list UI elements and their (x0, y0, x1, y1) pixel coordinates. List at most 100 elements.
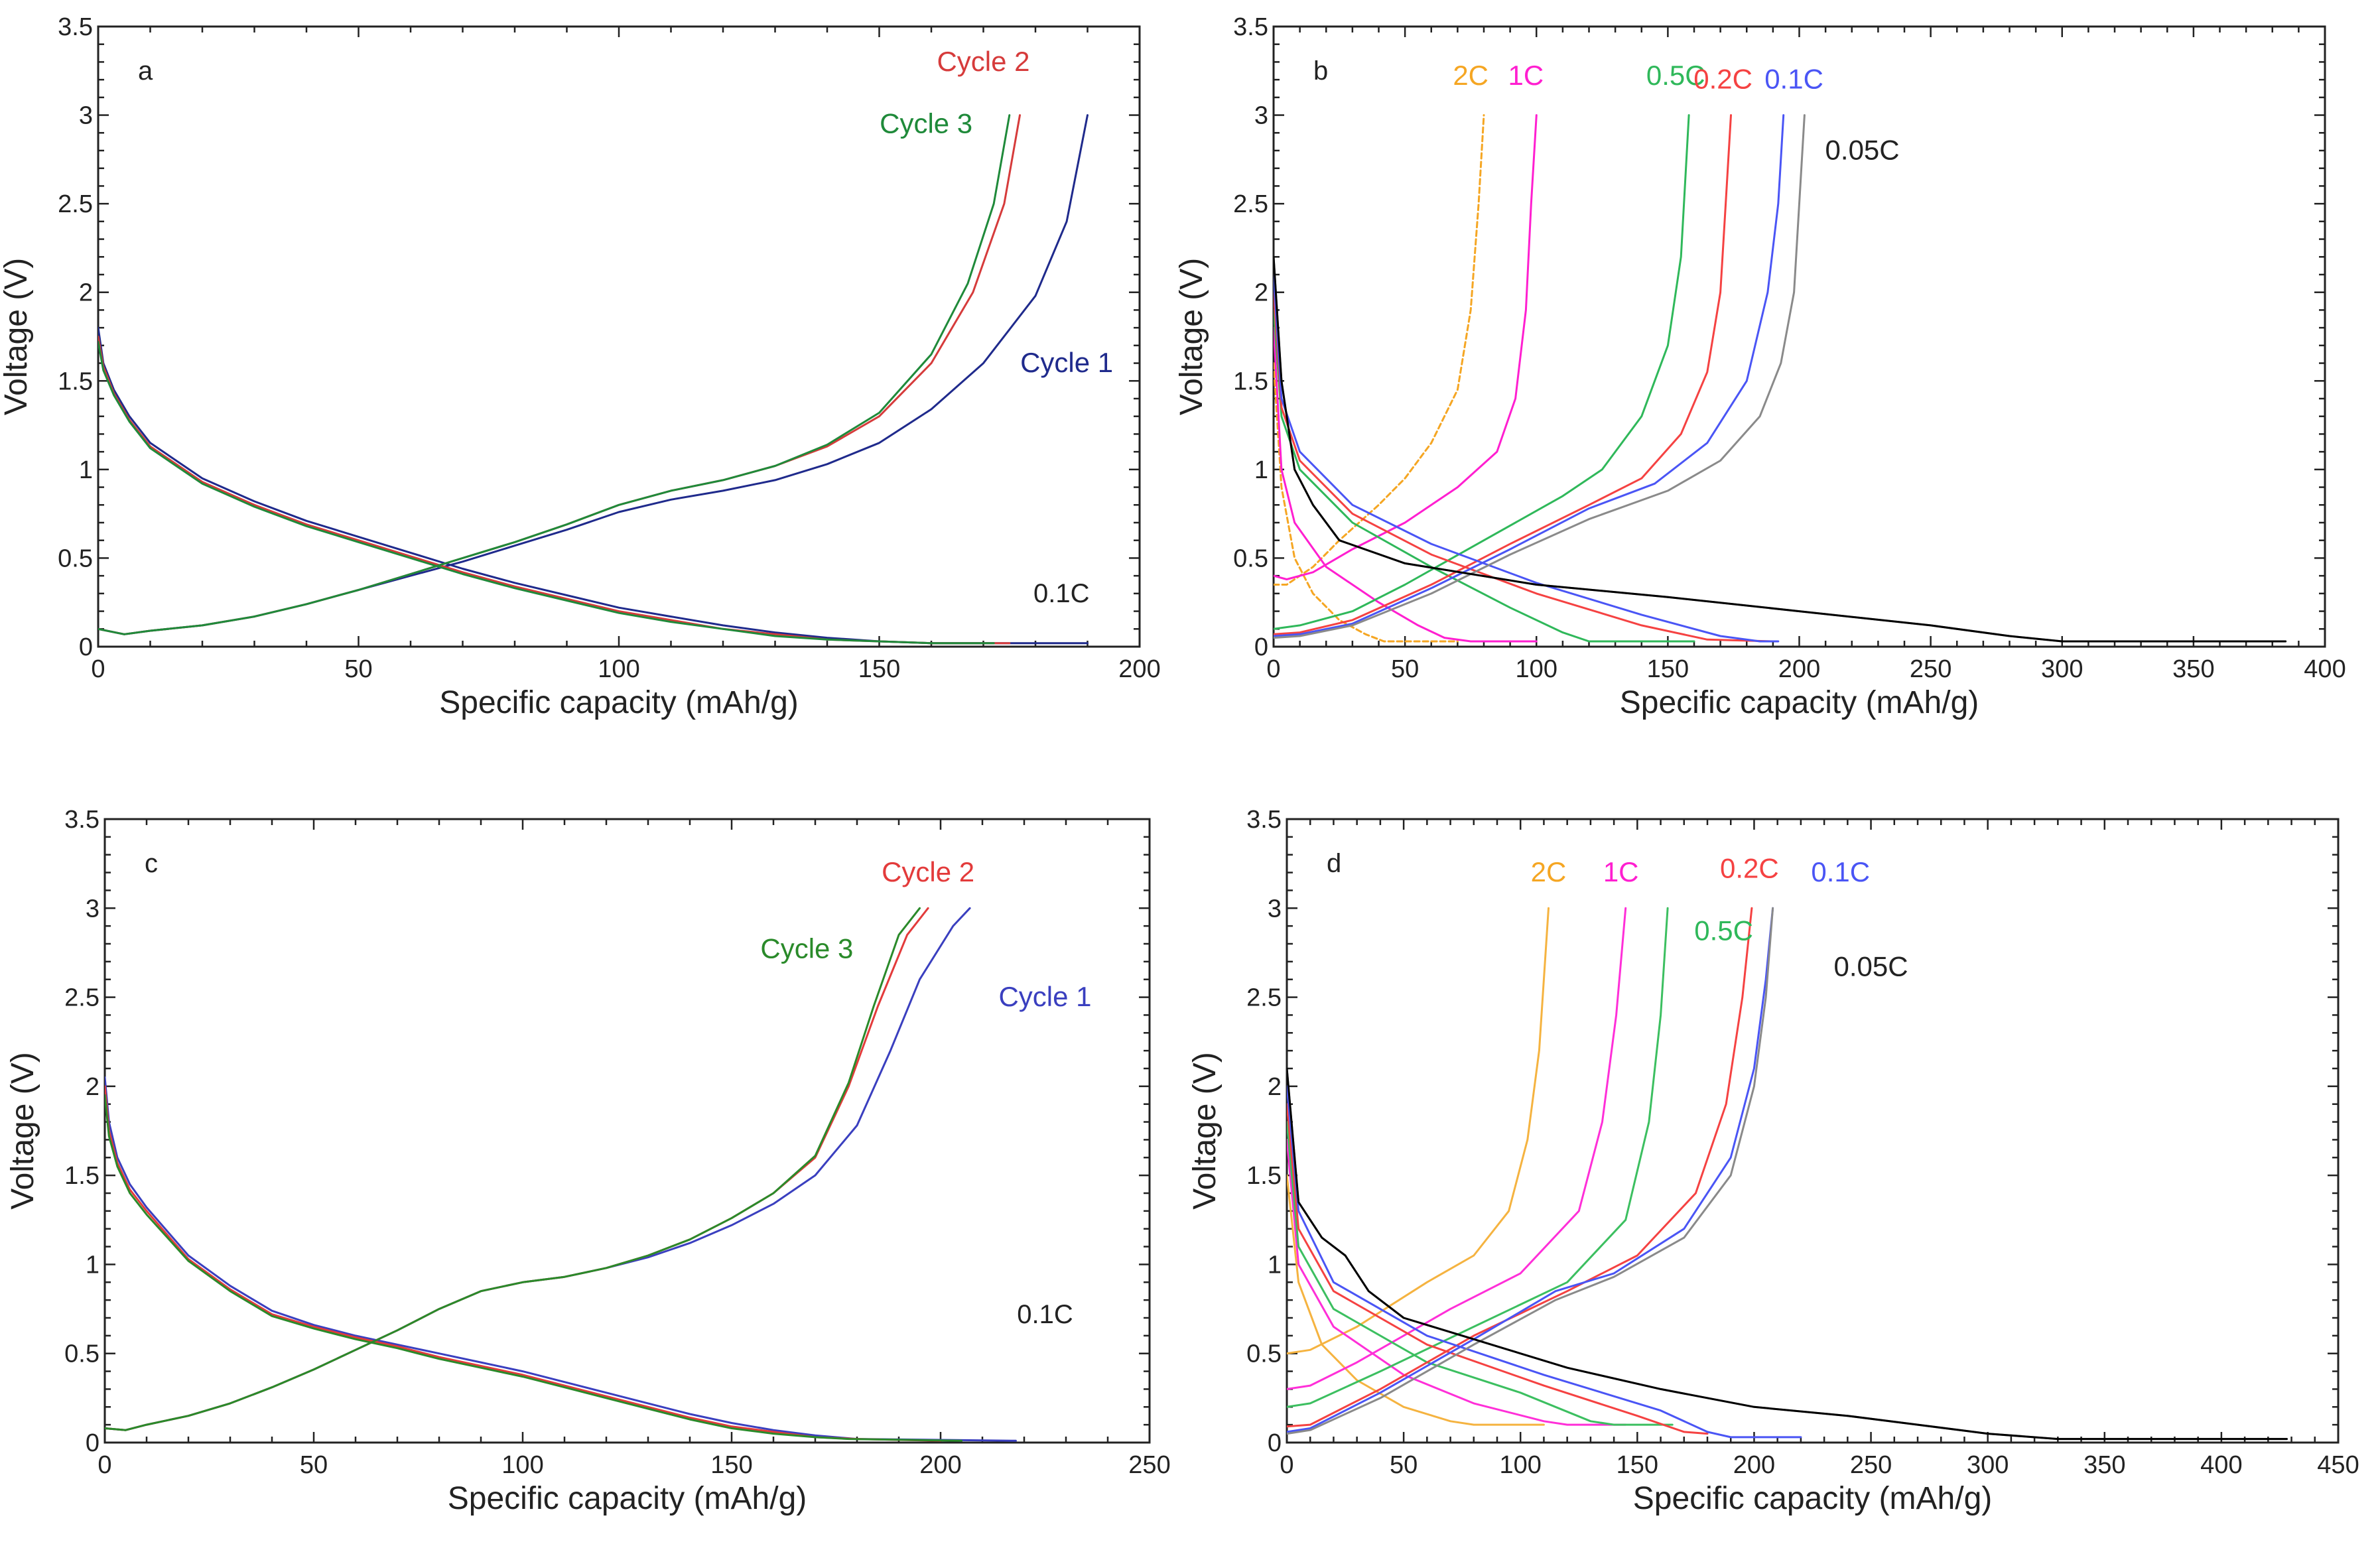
series-label: 1C (1508, 60, 1544, 91)
series-line-0-1c-discharge (1274, 273, 1780, 643)
y-tick-label: 0 (86, 1429, 99, 1457)
series-line-cycle-3-discharge (98, 341, 995, 645)
series-label: Cycle 2 (937, 46, 1029, 77)
x-tick-label: 250 (1850, 1451, 1892, 1479)
y-axis-label: Voltage (V) (0, 258, 34, 415)
x-tick-label: 50 (300, 1451, 328, 1479)
series-line-1c-discharge (1287, 1138, 1627, 1426)
series-label: 0.05C (1834, 950, 1908, 982)
series-line-0-05c-dis-discharge (1287, 1067, 2288, 1441)
y-tick-label: 3.5 (64, 806, 99, 834)
series-line-cycle-1-discharge (105, 1076, 1017, 1442)
series-label: Cycle 1 (998, 981, 1091, 1012)
y-tick-label: 1 (86, 1251, 99, 1279)
y-tick-label: 0.5 (1233, 545, 1268, 572)
series-label: 0.5C (1694, 915, 1753, 946)
plot-frame (1286, 818, 2340, 1444)
x-tick-label: 250 (1128, 1451, 1170, 1479)
y-tick-label: 3 (86, 895, 99, 923)
x-tick-label: 100 (501, 1451, 543, 1479)
y-tick-label: 3.5 (1233, 13, 1268, 41)
x-tick-label: 300 (2041, 655, 2083, 683)
x-tick-label: 50 (344, 655, 372, 683)
y-tick-label: 2 (86, 1073, 99, 1101)
series-label: 0.5C (1646, 60, 1705, 91)
panel-label: b (1313, 56, 1328, 86)
x-tick-label: 250 (1910, 655, 1951, 683)
series-line-1c-charge (1287, 907, 1627, 1390)
x-tick-label: 450 (2317, 1451, 2359, 1479)
series-line-cycle-3-charge (98, 114, 1011, 635)
x-tick-label: 100 (1516, 655, 1557, 683)
y-tick-label: 1.5 (1246, 1162, 1282, 1190)
y-tick-label: 1 (1254, 456, 1268, 484)
x-tick-label: 200 (1118, 655, 1160, 683)
y-tick-label: 2.5 (1246, 984, 1282, 1012)
x-tick-label: 350 (2083, 1451, 2125, 1479)
y-tick-label: 0.5 (64, 1340, 99, 1368)
y-tick-label: 0 (1268, 1429, 1282, 1457)
y-tick-label: 3 (1254, 102, 1268, 130)
y-tick-label: 2 (1254, 279, 1268, 307)
plot-frame (103, 818, 1151, 1444)
series-line-0-1c-charge (1274, 114, 1785, 637)
series-label: 0.1C (1764, 64, 1823, 95)
series-line-2c-charge (1287, 907, 1550, 1355)
y-tick-label: 3.5 (58, 13, 93, 41)
x-tick-label: 150 (710, 1451, 752, 1479)
series-line-cycle-3-charge (105, 907, 921, 1431)
y-tick-label: 3.5 (1246, 806, 1282, 834)
y-tick-label: 2.5 (64, 984, 99, 1012)
y-axis-label: Voltage (V) (1174, 258, 1209, 415)
series-label: 2C (1453, 60, 1488, 91)
series-line-cycle-1-discharge (98, 326, 1089, 645)
series-label: 0.2C (1693, 64, 1752, 95)
x-tick-label: 200 (1778, 655, 1820, 683)
y-tick-label: 1.5 (1233, 367, 1268, 395)
y-tick-label: 3 (1268, 895, 1282, 923)
y-tick-label: 2 (79, 279, 93, 307)
y-tick-label: 1 (79, 456, 93, 484)
series-label: 2C (1531, 856, 1567, 887)
x-tick-label: 0 (1280, 1451, 1293, 1479)
y-tick-label: 3 (79, 102, 93, 130)
x-tick-label: 150 (858, 655, 900, 683)
x-axis-label: Specific capacity (mAh/g) (1633, 1481, 1993, 1516)
series-label: 0.05C (1825, 134, 1900, 165)
series-line-0-05c-discharge (1287, 1067, 2288, 1441)
x-tick-label: 350 (2172, 655, 2214, 683)
y-tick-label: 0 (1254, 633, 1268, 661)
series-line-0-2c-discharge (1287, 1103, 1709, 1435)
y-tick-label: 0.5 (58, 545, 93, 572)
series-label: 1C (1603, 856, 1639, 887)
y-axis-label: Voltage (V) (1187, 1052, 1223, 1209)
x-tick-label: 200 (1733, 1451, 1775, 1479)
series-line-0-2c-charge (1274, 114, 1732, 635)
x-tick-label: 400 (2200, 1451, 2242, 1479)
series-line-0-2c-charge (1287, 907, 1753, 1428)
x-tick-label: 0 (91, 655, 105, 683)
y-axis-label: Voltage (V) (5, 1052, 40, 1209)
series-line-0-5c-charge (1274, 114, 1690, 630)
series-label: 0.1C (1811, 856, 1870, 887)
series-line-2c-charge (1274, 114, 1485, 586)
series-label: 0.2C (1720, 853, 1779, 884)
series-line-0-5c-discharge (1287, 1121, 1674, 1426)
series-line-0-1c-charge (1287, 907, 1774, 1433)
series-line-0-1c-discharge (1287, 1085, 1802, 1439)
series-label: Cycle 3 (880, 107, 972, 139)
rate-note: 0.1C (1017, 1300, 1073, 1329)
panel-label: c (145, 849, 158, 878)
x-tick-label: 150 (1647, 655, 1689, 683)
series-line-cycle-2-discharge (105, 1085, 942, 1442)
y-tick-label: 1.5 (64, 1162, 99, 1190)
x-tick-label: 50 (1391, 655, 1419, 683)
x-tick-label: 50 (1390, 1451, 1418, 1479)
panel-label: a (138, 56, 153, 86)
series-line-0-5c-charge (1287, 907, 1669, 1408)
x-axis-label: Specific capacity (mAh/g) (448, 1481, 807, 1516)
